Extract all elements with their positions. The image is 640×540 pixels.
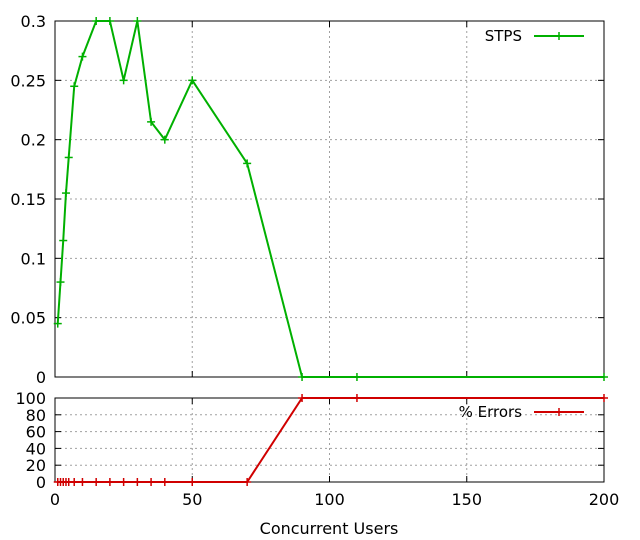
legend-label: STPS <box>485 27 522 45</box>
errors-data-point <box>70 478 79 486</box>
stps-data-point <box>59 236 68 245</box>
stps-data-point <box>352 373 361 381</box>
stps-data-point <box>119 76 128 85</box>
stps-data-point <box>243 159 252 168</box>
stps-data-point <box>133 17 142 25</box>
y-tick-label: 0 <box>36 368 46 387</box>
stps-data-point <box>600 373 608 381</box>
stps-data-point <box>64 153 73 162</box>
stps-data-point <box>188 76 197 85</box>
errors-data-point <box>352 394 361 402</box>
errors-data-point <box>92 478 101 486</box>
y-tick-label: 100 <box>15 389 46 408</box>
errors-legend: % Errors <box>459 403 584 421</box>
stps-data-point <box>160 135 169 144</box>
x-tick-label: 50 <box>182 490 202 509</box>
y-tick-label: 0 <box>36 473 46 492</box>
stps-panel: 0 0.05 0.1 0.15 0.2 0.25 0.3 STPS <box>10 12 608 387</box>
stps-series-line <box>56 20 604 378</box>
errors-data-point <box>133 478 142 486</box>
stps-data-point <box>78 52 87 61</box>
stps-data-point <box>298 373 307 381</box>
y-tick-label: 0.15 <box>10 190 46 209</box>
errors-data-point <box>119 478 128 486</box>
x-tick-label: 200 <box>589 490 620 509</box>
legend-label: % Errors <box>459 403 523 421</box>
y-tick-label: 0.2 <box>21 131 46 150</box>
y-tick-label: 60 <box>26 423 46 442</box>
stps-data-point <box>70 82 79 91</box>
stps-data-point <box>53 319 62 328</box>
stps-data-point <box>147 117 156 126</box>
stps-data-point <box>92 17 101 25</box>
y-tick-label: 20 <box>26 456 46 475</box>
errors-data-point <box>600 394 608 402</box>
y-tick-label: 80 <box>26 406 46 425</box>
x-axis-title: Concurrent Users <box>260 519 399 538</box>
stps-data-point <box>61 189 70 198</box>
errors-data-point <box>160 478 169 486</box>
y-tick-label: 0.1 <box>21 249 46 268</box>
errors-data-point <box>243 478 252 486</box>
errors-series-line <box>57 397 604 483</box>
errors-data-point <box>147 478 156 486</box>
errors-data-point <box>188 478 197 486</box>
errors-data-point <box>298 394 307 402</box>
stps-legend: STPS <box>485 27 584 45</box>
y-tick-label: 40 <box>26 439 46 458</box>
x-tick-label: 100 <box>314 490 345 509</box>
stps-data-point <box>56 278 65 287</box>
x-tick-label: 0 <box>50 490 60 509</box>
y-tick-label: 0.05 <box>10 309 46 328</box>
errors-data-point <box>78 478 87 486</box>
x-tick-label: 150 <box>451 490 482 509</box>
y-tick-label: 0.3 <box>21 12 46 31</box>
stps-data-point <box>105 17 114 25</box>
errors-data-point <box>105 478 114 486</box>
y-tick-label: 0.25 <box>10 71 46 90</box>
